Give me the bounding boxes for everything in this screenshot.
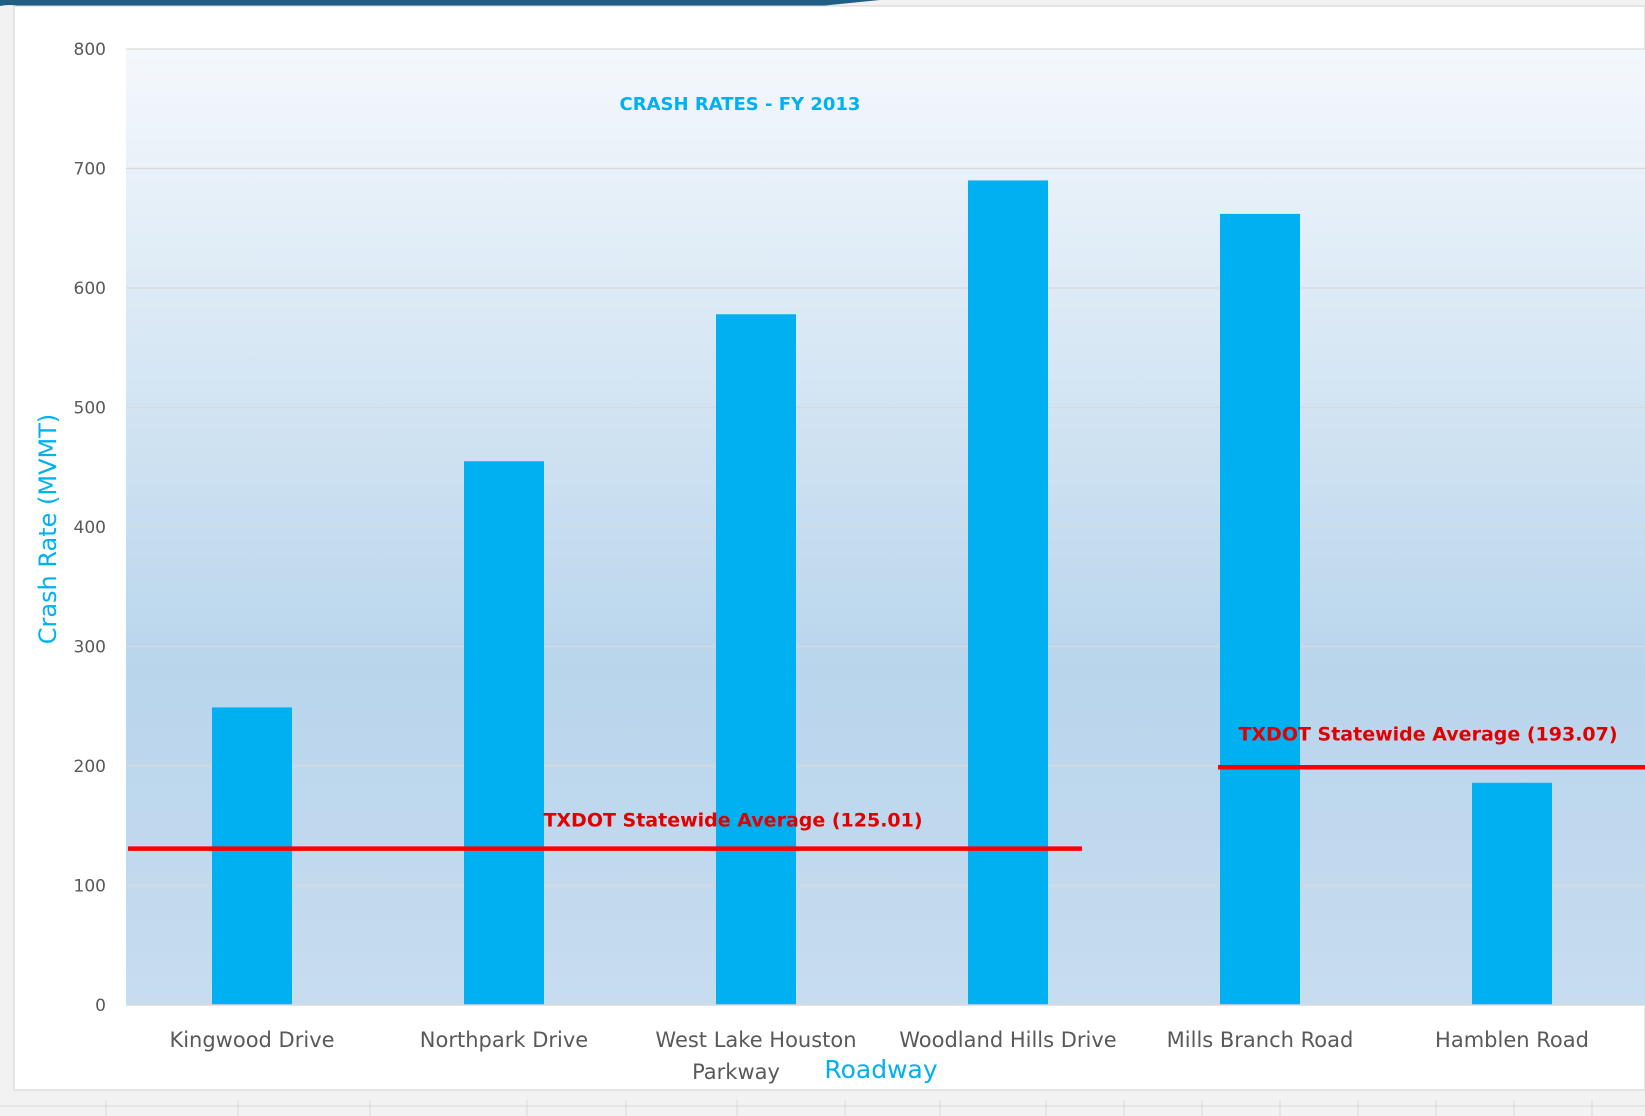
bar — [212, 707, 292, 1005]
x-tick-label: Parkway — [692, 1060, 780, 1084]
y-tick-label: 200 — [74, 757, 106, 777]
bar — [1472, 782, 1552, 1005]
x-tick-label: Kingwood Drive — [169, 1028, 334, 1052]
x-axis-labels: Kingwood Drive Northpark Drive West Lake H… — [169, 1028, 1589, 1084]
y-tick-label: 700 — [74, 160, 106, 180]
y-tick-label: 500 — [74, 399, 106, 419]
x-tick-label: Northpark Drive — [420, 1028, 588, 1052]
x-tick-label: West Lake Houston — [655, 1028, 856, 1052]
reference-lines: TXDOT Statewide Average (125.01) TXDOT St… — [128, 723, 1645, 851]
bar — [968, 180, 1048, 1005]
x-axis-title: Roadway — [824, 1055, 937, 1084]
sheet-grid — [0, 1100, 1645, 1116]
bar — [464, 461, 544, 1005]
x-tick-label: Mills Branch Road — [1167, 1028, 1354, 1052]
statewide-average-label: TXDOT Statewide Average (193.07) — [1238, 723, 1617, 745]
y-tick-label: 600 — [74, 279, 106, 299]
x-tick-label: Woodland Hills Drive — [899, 1028, 1116, 1052]
x-tick-label: Hamblen Road — [1435, 1028, 1589, 1052]
bar — [1220, 213, 1300, 1005]
y-tick-label: 300 — [74, 638, 106, 658]
y-axis-ticks: 0 100 200 300 400 500 600 700 800 — [74, 40, 106, 1016]
top-band — [0, 0, 880, 6]
gridlines — [126, 48, 1645, 887]
bars — [212, 180, 1552, 1005]
y-tick-label: 400 — [74, 518, 106, 538]
chart-title: CRASH RATES - FY 2013 — [620, 94, 861, 115]
y-tick-label: 0 — [95, 996, 106, 1016]
y-tick-label: 100 — [74, 877, 106, 897]
bar — [716, 314, 796, 1005]
statewide-average-label: TXDOT Statewide Average (125.01) — [543, 810, 922, 832]
y-tick-label: 800 — [74, 40, 106, 60]
y-axis-title: Crash Rate (MVMT) — [34, 414, 62, 645]
